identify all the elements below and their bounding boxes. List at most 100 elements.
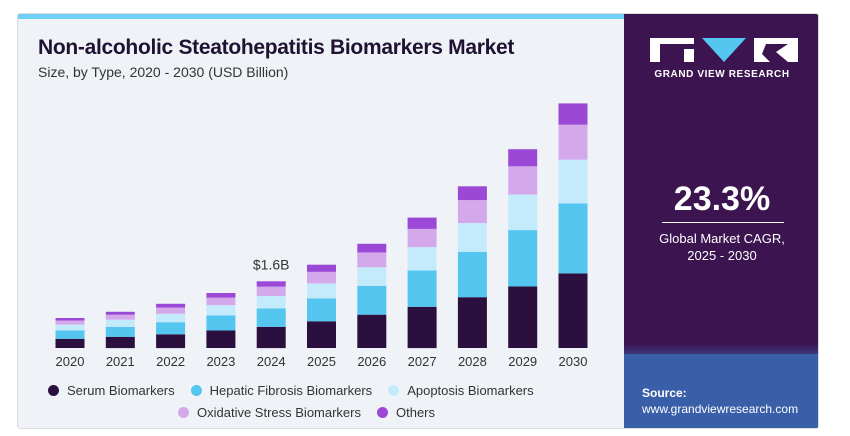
bar-2020-series-3 bbox=[55, 320, 85, 325]
bar-2029-series-4 bbox=[508, 149, 538, 167]
bar-2022-series-3 bbox=[156, 307, 186, 314]
bar-2023-series-2 bbox=[206, 305, 236, 316]
legend-item-oxidative: Oxidative Stress Biomarkers bbox=[178, 405, 361, 420]
bar-2026-series-2 bbox=[357, 267, 387, 286]
x-tick-label: 2020 bbox=[56, 354, 85, 369]
legend-swatch-apoptosis bbox=[388, 384, 400, 396]
bar-2025-series-4 bbox=[307, 264, 336, 272]
bar-2029-series-0 bbox=[508, 286, 538, 348]
bar-2028-series-3 bbox=[457, 200, 487, 223]
bar-chart: 2020 2021 2022 2023 2024 $1.6B 2025 2026 2027 202… bbox=[55, 103, 588, 369]
bar-2023-series-4 bbox=[206, 293, 236, 298]
legend-swatch-serum bbox=[48, 384, 59, 396]
source-url[interactable]: www.grandviewresearch.com bbox=[642, 402, 799, 416]
bar-2023-series-0 bbox=[206, 330, 236, 348]
chart-panel: Non-alcoholic Steatohepatitis Biomarkers… bbox=[18, 14, 624, 428]
bar-2024-series-2 bbox=[256, 295, 286, 309]
bar-2024-series-1 bbox=[256, 308, 286, 327]
bar-2027-series-1 bbox=[407, 270, 437, 307]
bar-2027-series-3 bbox=[407, 228, 437, 248]
bar-2020-series-1 bbox=[55, 330, 85, 339]
bar-2023-series-3 bbox=[206, 297, 236, 306]
legend-swatch-hepatic bbox=[190, 384, 202, 396]
bar-2022-series-0 bbox=[156, 334, 186, 349]
report-card: Non-alcoholic Steatohepatitis Biomarkers… bbox=[17, 13, 819, 429]
legend-row-1: Serum Biomarkers Hepatic Fibrosis Biomar… bbox=[48, 379, 618, 401]
x-tick-label: 2022 bbox=[156, 354, 185, 369]
cagr-value: 23.3% bbox=[673, 180, 771, 218]
legend-label-hepatic: Hepatic Fibrosis Biomarkers bbox=[209, 382, 373, 398]
bar-2026-series-4 bbox=[357, 243, 387, 253]
cagr-label-line2: 2025 - 2030 bbox=[687, 248, 757, 263]
x-tick-label: 2021 bbox=[106, 354, 135, 369]
bar-2027-series-2 bbox=[407, 247, 437, 271]
bar-2023-series-1 bbox=[206, 315, 236, 331]
bar-2030-series-1 bbox=[558, 203, 588, 274]
cagr-label: Global Market CAGR, 2025 - 2030 bbox=[624, 230, 818, 264]
bar-2025-series-3 bbox=[307, 271, 336, 284]
bar-2029-series-1 bbox=[508, 230, 538, 287]
bar-2026-series-3 bbox=[357, 252, 387, 268]
source-label: Source: bbox=[642, 386, 687, 400]
x-tick-label: 2027 bbox=[408, 354, 437, 369]
accent-bar bbox=[18, 14, 624, 19]
bar-2021-series-0 bbox=[105, 336, 135, 349]
bar-2022-series-2 bbox=[156, 313, 186, 323]
logo-text: GRAND VIEW RESEARCH bbox=[654, 69, 790, 80]
legend-swatch-oxidative bbox=[178, 406, 189, 418]
legend-item-others: Others bbox=[377, 405, 435, 420]
bar-2030-series-4 bbox=[558, 103, 588, 125]
bar-2027-series-0 bbox=[407, 306, 437, 349]
x-tick-label: 2029 bbox=[508, 354, 537, 369]
bar-2025-series-0 bbox=[307, 321, 336, 348]
legend-item-serum: Serum Biomarkers bbox=[48, 383, 175, 398]
bar-2025-series-2 bbox=[307, 283, 336, 299]
legend-item-hepatic: Hepatic Fibrosis Biomarkers bbox=[190, 382, 373, 398]
x-tick-label: 2030 bbox=[559, 354, 588, 369]
bar-2021-series-4 bbox=[105, 311, 135, 315]
bar-2020-series-4 bbox=[55, 318, 85, 321]
x-tick-label: 2024 bbox=[257, 354, 286, 369]
legend-label-serum: Serum Biomarkers bbox=[67, 382, 175, 398]
legend-label-others: Others bbox=[396, 404, 436, 420]
bar-2021-series-3 bbox=[105, 314, 135, 320]
bar-2028-series-4 bbox=[457, 186, 487, 201]
bar-2028-series-1 bbox=[457, 251, 487, 298]
chart-subtitle: Size, by Type, 2020 - 2030 (USD Billion) bbox=[38, 64, 289, 80]
bar-2030-series-2 bbox=[558, 159, 588, 204]
cagr-label-line1: Global Market CAGR, bbox=[659, 231, 785, 246]
bar-2025-series-1 bbox=[307, 298, 336, 322]
x-tick-label: 2028 bbox=[458, 354, 487, 369]
chart-legend: Serum Biomarkers Hepatic Fibrosis Biomar… bbox=[48, 379, 618, 423]
x-tick-label: 2025 bbox=[307, 354, 336, 369]
legend-row-2: Oxidative Stress Biomarkers Others bbox=[48, 401, 618, 423]
x-tick-label: 2023 bbox=[206, 354, 235, 369]
bar-2024-series-0 bbox=[256, 326, 286, 349]
bar-2028-series-0 bbox=[457, 297, 487, 348]
source-band bbox=[624, 354, 818, 428]
value-annotation: $1.6B bbox=[253, 256, 290, 272]
chart-title: Non-alcoholic Steatohepatitis Biomarkers… bbox=[38, 36, 515, 59]
bar-2024-series-4 bbox=[256, 281, 286, 287]
legend-item-apoptosis: Apoptosis Biomarkers bbox=[388, 382, 534, 398]
bar-2026-series-1 bbox=[357, 285, 387, 315]
bar-2021-series-1 bbox=[105, 326, 135, 337]
legend-label-apoptosis: Apoptosis Biomarkers bbox=[407, 382, 534, 398]
legend-label-oxidative: Oxidative Stress Biomarkers bbox=[197, 404, 361, 420]
bar-2028-series-2 bbox=[457, 223, 487, 252]
info-sidebar: GRAND VIEW RESEARCH 23.3% Global Market … bbox=[624, 14, 818, 428]
bar-2026-series-0 bbox=[357, 314, 387, 348]
bar-2030-series-3 bbox=[558, 124, 588, 160]
bar-2024-series-3 bbox=[256, 286, 286, 296]
x-tick-label: 2026 bbox=[357, 354, 386, 369]
cagr-divider bbox=[662, 222, 784, 223]
bar-2020-series-2 bbox=[55, 324, 85, 331]
legend-swatch-others bbox=[377, 406, 388, 418]
bar-2020-series-0 bbox=[55, 338, 85, 348]
bar-2027-series-4 bbox=[407, 217, 437, 229]
bar-2022-series-4 bbox=[156, 303, 186, 308]
bar-2021-series-2 bbox=[105, 319, 135, 327]
bar-2029-series-3 bbox=[508, 166, 538, 195]
bar-2030-series-0 bbox=[558, 273, 588, 348]
bar-2029-series-2 bbox=[508, 194, 538, 231]
